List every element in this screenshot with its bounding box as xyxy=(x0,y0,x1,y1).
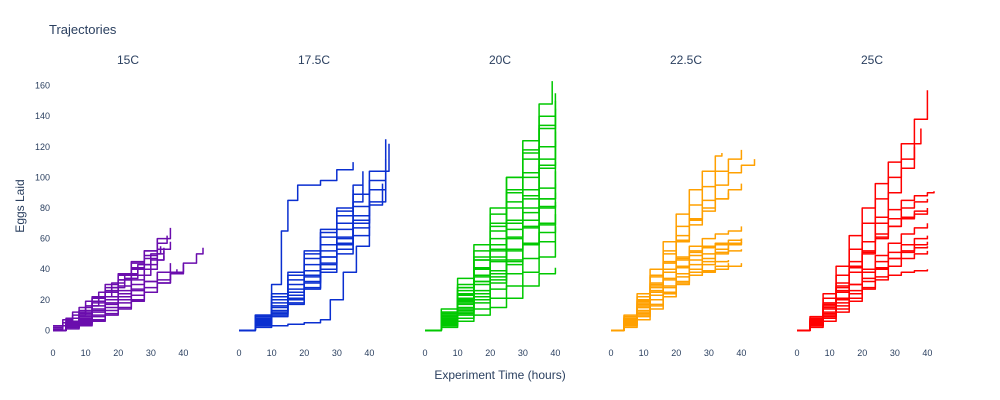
trajectory-line xyxy=(425,267,557,332)
trajectory-line xyxy=(239,189,354,332)
trajectory-line xyxy=(239,143,390,332)
panel-2: 20C 0 10 20 30 40 xyxy=(422,53,560,358)
trajectory-line xyxy=(53,238,159,327)
trajectory-line xyxy=(425,214,557,332)
y-axis-label: Eggs Laid xyxy=(13,179,27,232)
trajectory-line xyxy=(425,93,557,332)
trajectory-line xyxy=(239,226,371,332)
trajectory-line xyxy=(239,162,354,332)
x-tick-label: 30 xyxy=(704,348,714,358)
panel-4: 25C 0 10 20 30 40 xyxy=(794,53,935,358)
x-tick-label: 40 xyxy=(736,348,746,358)
x-tick-label: 10 xyxy=(453,348,463,358)
x-tick-label: 10 xyxy=(825,348,835,358)
trajectory-line xyxy=(797,269,929,332)
y-tick-label: 100 xyxy=(35,172,50,182)
trajectory-line xyxy=(239,171,364,332)
trajectory-line xyxy=(53,235,168,332)
trajectory-line xyxy=(797,146,916,332)
trajectory-line xyxy=(53,273,159,332)
x-tick-label: 10 xyxy=(81,348,91,358)
trajectory-line xyxy=(239,183,384,332)
panel-0: 15C 0 10 20 30 40 0 20 40 60 80 100 120 140 160 xyxy=(35,53,204,358)
x-tick-label: 0 xyxy=(608,348,613,358)
trajectory-line xyxy=(53,241,172,332)
y-tick-label: 0 xyxy=(45,325,50,335)
panel-title: 15C xyxy=(117,53,139,67)
y-tick-label: 160 xyxy=(35,81,50,91)
trajectory-line xyxy=(611,153,723,332)
trajectory-line xyxy=(239,139,387,332)
x-tick-label: 30 xyxy=(146,348,156,358)
x-tick-label: 20 xyxy=(113,348,123,358)
y-tick-label: 40 xyxy=(40,264,50,274)
x-tick-label: 30 xyxy=(332,348,342,358)
x-tick-label: 40 xyxy=(922,348,932,358)
x-axis-label: Experiment Time (hours) xyxy=(434,368,565,382)
x-tick-label: 20 xyxy=(857,348,867,358)
trajectory-line xyxy=(611,238,743,332)
trajectory-line xyxy=(53,269,178,332)
y-tick-label: 80 xyxy=(40,203,50,213)
x-tick-label: 40 xyxy=(178,348,188,358)
panel-title: 20C xyxy=(489,53,511,67)
x-tick-label: 40 xyxy=(364,348,374,358)
x-tick-label: 0 xyxy=(236,348,241,358)
trajectory-line xyxy=(239,185,364,332)
figure-title: Trajectories xyxy=(49,22,117,37)
x-tick-label: 10 xyxy=(639,348,649,358)
y-tick-label: 60 xyxy=(40,234,50,244)
trajectory-line xyxy=(425,146,557,332)
x-tick-label: 10 xyxy=(267,348,277,358)
y-tick-label: 120 xyxy=(35,142,50,152)
x-tick-label: 20 xyxy=(671,348,681,358)
x-tick-label: 30 xyxy=(518,348,528,358)
x-tick-label: 20 xyxy=(485,348,495,358)
y-tick-label: 140 xyxy=(35,111,50,121)
panel-title: 22.5C xyxy=(670,53,702,67)
y-tick-label: 20 xyxy=(40,295,50,305)
panel-title: 17.5C xyxy=(298,53,330,67)
panel-1: 17.5C 0 10 20 30 40 xyxy=(236,53,390,358)
x-tick-label: 0 xyxy=(794,348,799,358)
panel-3: 22.5C 0 10 20 30 40 xyxy=(608,53,756,358)
x-tick-label: 0 xyxy=(50,348,55,358)
x-tick-label: 40 xyxy=(550,348,560,358)
x-tick-label: 20 xyxy=(299,348,309,358)
x-tick-label: 0 xyxy=(422,348,427,358)
panel-title: 25C xyxy=(861,53,883,67)
trajectory-line xyxy=(797,191,935,332)
x-tick-label: 30 xyxy=(890,348,900,358)
trajectory-line xyxy=(611,243,717,332)
trajectory-line xyxy=(797,211,929,332)
